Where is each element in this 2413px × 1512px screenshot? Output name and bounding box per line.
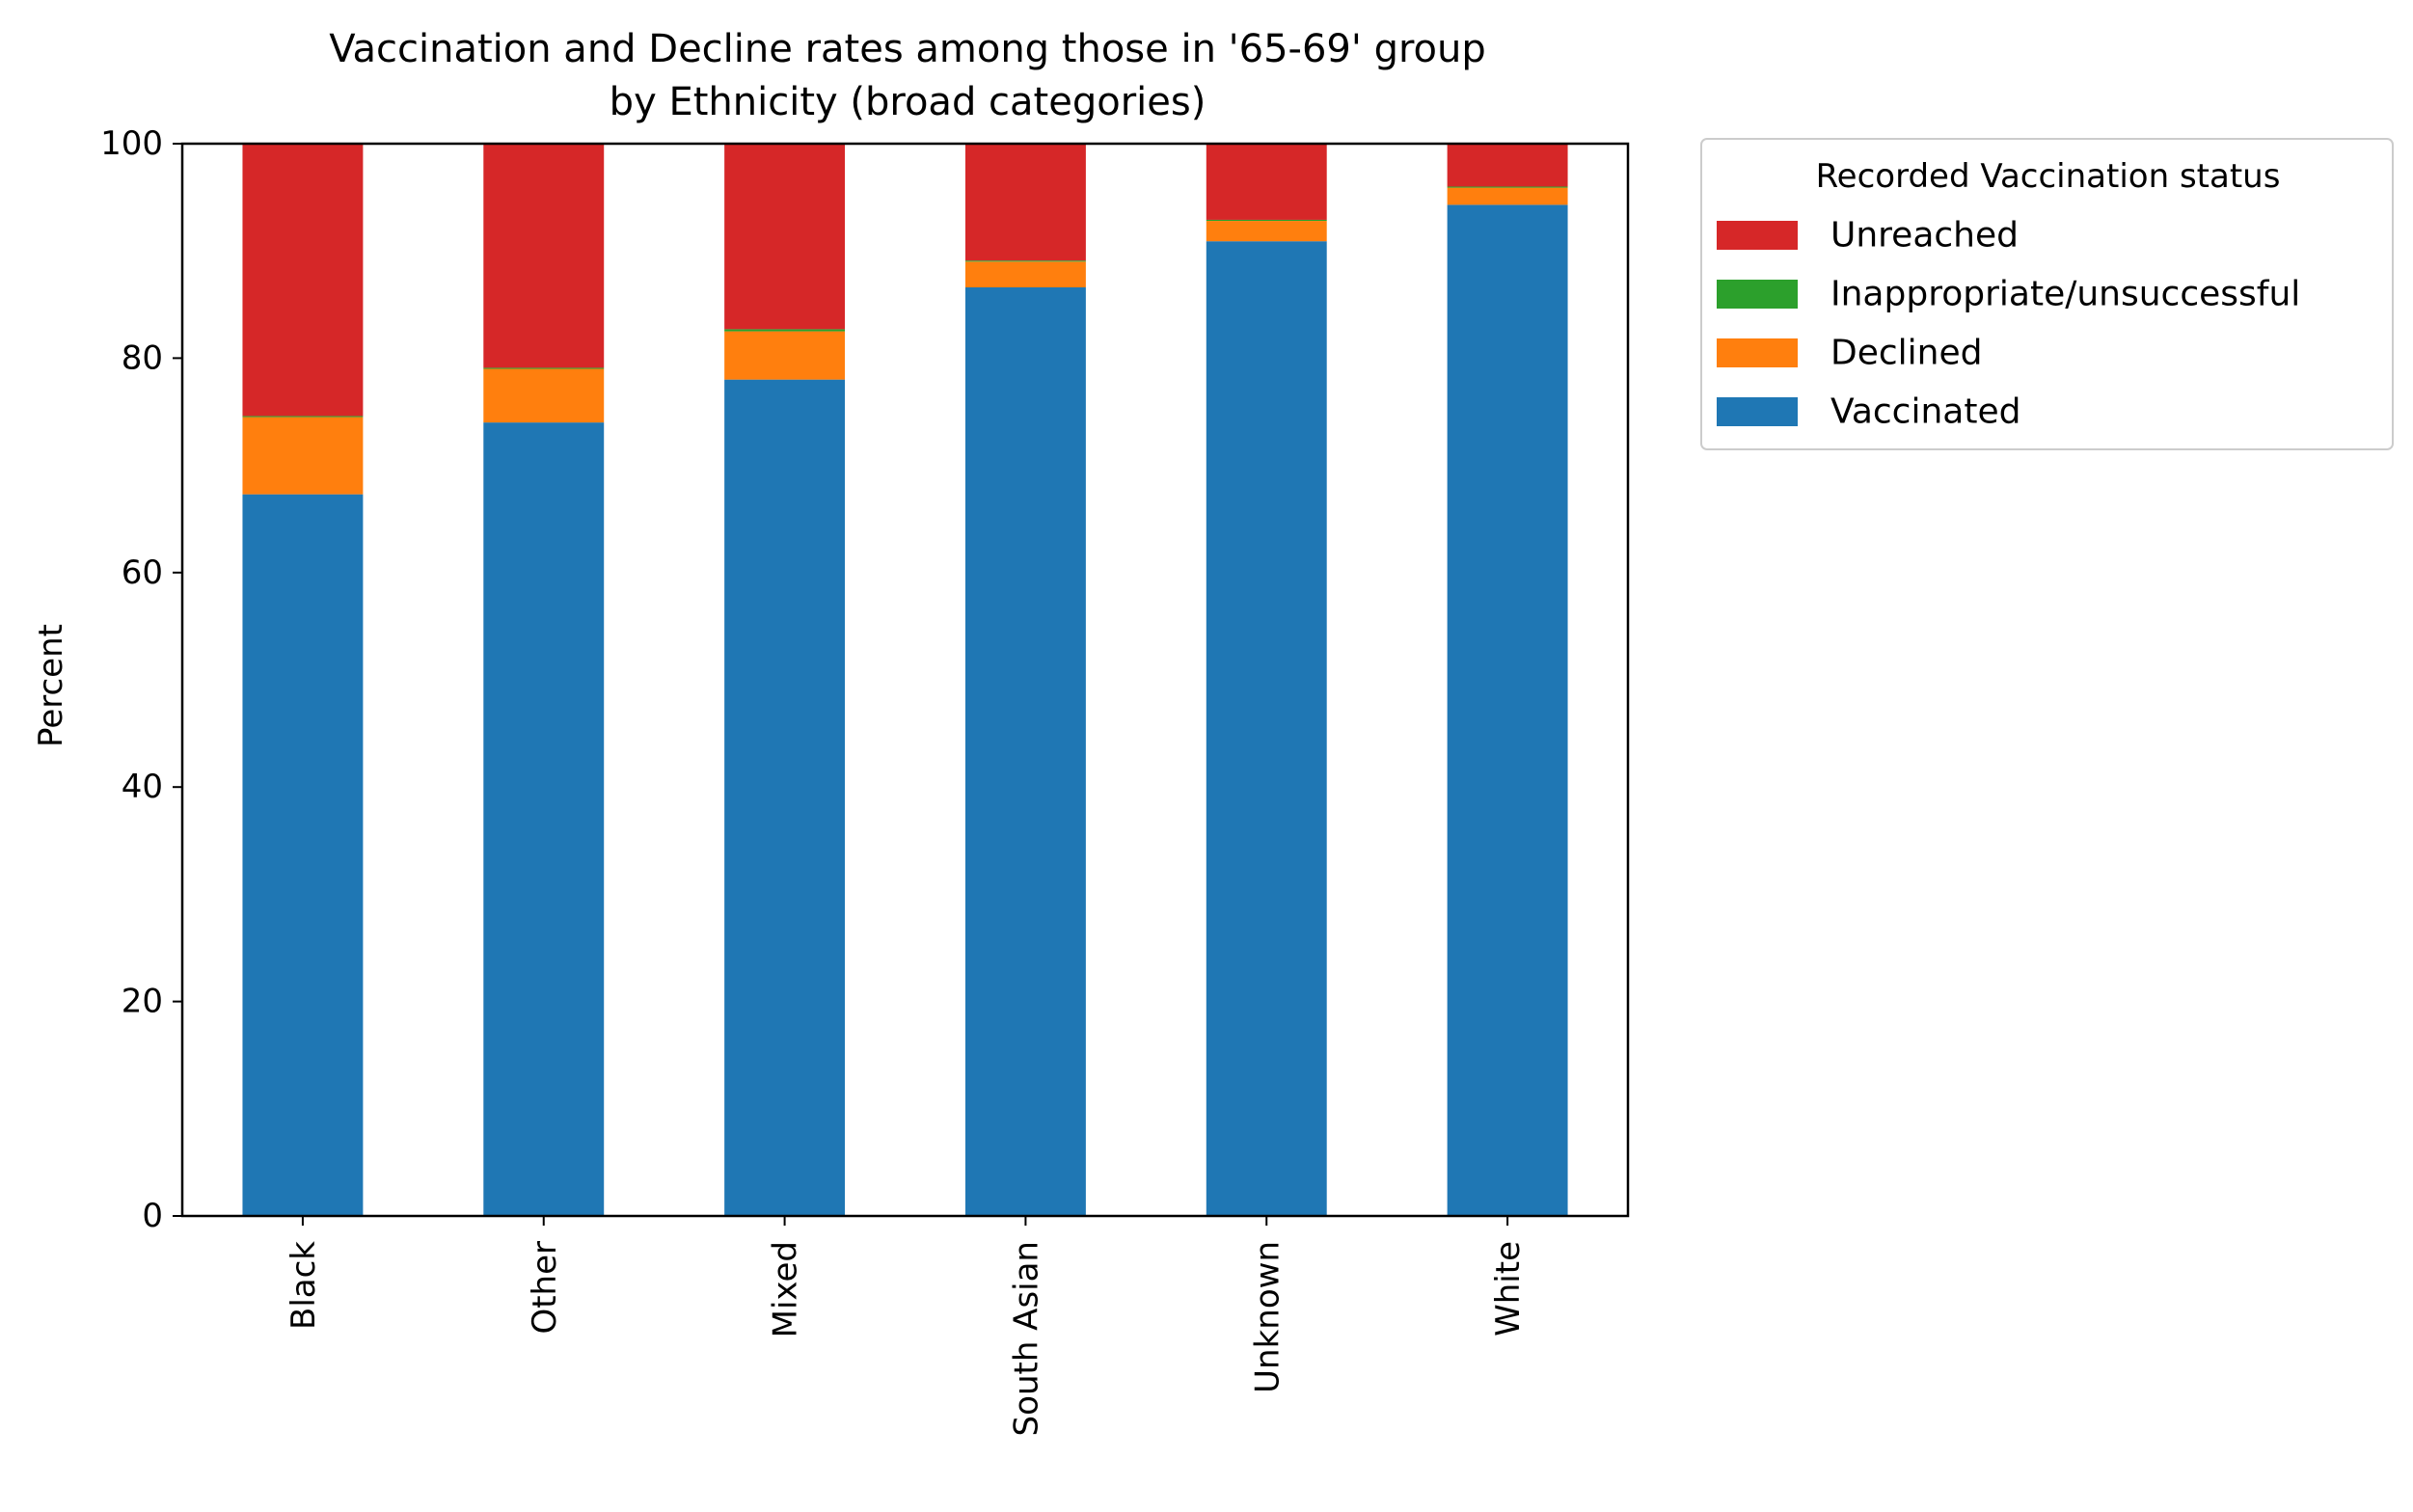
bar-unreached-white — [1447, 144, 1568, 187]
x-tick-label: White — [1489, 1241, 1528, 1336]
y-tick-label: 80 — [122, 338, 163, 377]
bar-vaccinated-black — [242, 494, 364, 1216]
chart-subtitle: by Ethnicity (broad categories) — [610, 80, 1206, 124]
bar-inappropriate-unsuccessful-other — [483, 367, 605, 369]
bar-unreached-black — [242, 144, 364, 417]
y-tick-label: 0 — [142, 1197, 163, 1235]
bar-declined-black — [242, 417, 364, 495]
bar-vaccinated-white — [1447, 204, 1568, 1216]
legend-swatch-inappropriate-unsuccessful — [1717, 280, 1798, 309]
bar-vaccinated-other — [483, 422, 605, 1216]
legend: Recorded Vaccination status Unreached Inap… — [1700, 138, 2394, 450]
chart-title: Vaccination and Decline rates among thos… — [329, 27, 1486, 71]
legend-label-inappropriate-unsuccessful: Inappropriate/unsuccessful — [1830, 275, 2300, 314]
x-tick-label: Other — [526, 1241, 564, 1335]
legend-swatch-vaccinated — [1717, 397, 1798, 426]
y-tick-label: 100 — [100, 124, 163, 163]
bar-inappropriate-unsuccessful-mixed — [724, 329, 846, 332]
y-tick-label: 20 — [122, 983, 163, 1021]
bar-inappropriate-unsuccessful-south-asian — [964, 260, 1086, 262]
bar-unreached-mixed — [724, 144, 846, 330]
legend-swatch-unreached — [1717, 221, 1798, 250]
bars-layer — [242, 144, 1568, 1216]
bar-vaccinated-mixed — [724, 379, 846, 1216]
bar-declined-white — [1447, 187, 1568, 205]
x-tick-label: Unknown — [1248, 1241, 1287, 1393]
y-tick-label: 40 — [122, 768, 163, 806]
axes-layer: Black Other Mixed South Asian Unknown White 0 2… — [100, 124, 1630, 1436]
x-tick-label: South Asian — [1007, 1241, 1045, 1436]
plot-frame — [180, 142, 1630, 1218]
bar-vaccinated-unknown — [1206, 241, 1327, 1216]
bar-declined-unknown — [1206, 221, 1327, 242]
y-tick-label: 60 — [122, 554, 163, 592]
bar-declined-south-asian — [964, 261, 1086, 288]
legend-swatch-declined — [1717, 338, 1798, 367]
legend-label-unreached: Unreached — [1830, 216, 2019, 256]
bar-vaccinated-south-asian — [964, 287, 1086, 1216]
bar-unreached-unknown — [1206, 144, 1327, 220]
legend-label-vaccinated: Vaccinated — [1830, 392, 2020, 432]
bar-inappropriate-unsuccessful-unknown — [1206, 219, 1327, 222]
legend-box — [1700, 138, 2394, 450]
bar-declined-mixed — [724, 331, 846, 380]
bar-declined-other — [483, 368, 605, 423]
x-tick-label: Mixed — [767, 1241, 805, 1337]
bar-unreached-other — [483, 144, 605, 368]
legend-title: Recorded Vaccination status — [1816, 157, 2281, 196]
x-tick-label: Black — [285, 1241, 323, 1330]
bar-inappropriate-unsuccessful-white — [1447, 186, 1568, 188]
legend-label-declined: Declined — [1830, 334, 1982, 373]
y-axis-label: Percent — [32, 624, 70, 747]
bar-inappropriate-unsuccessful-black — [242, 416, 364, 418]
bar-unreached-south-asian — [964, 144, 1086, 261]
